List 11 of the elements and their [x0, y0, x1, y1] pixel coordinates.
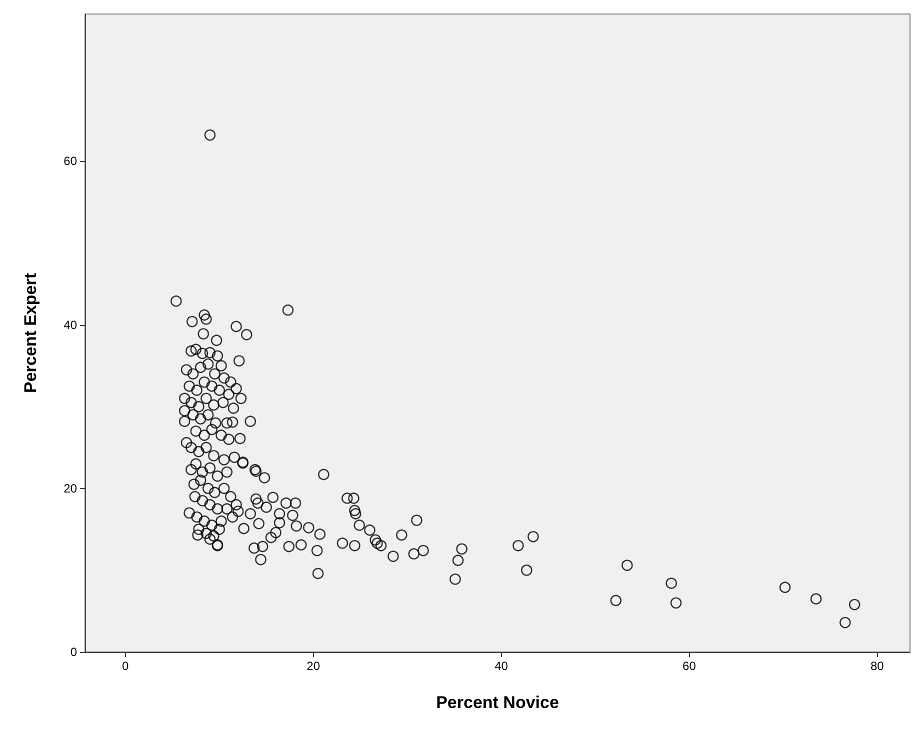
x-tick-label: 60 [682, 659, 696, 673]
y-tick-label: 60 [64, 154, 78, 168]
y-tick-label: 40 [64, 318, 78, 332]
y-axis-title: Percent Expert [21, 272, 40, 393]
x-tick-label: 80 [870, 659, 884, 673]
x-tick-label: 40 [494, 659, 508, 673]
y-tick-label: 0 [70, 645, 78, 659]
y-tick-label: 20 [64, 481, 78, 496]
x-axis-title: Percent Novice [436, 693, 559, 712]
x-tick-label: 0 [122, 659, 130, 673]
x-tick-label: 20 [306, 659, 320, 673]
